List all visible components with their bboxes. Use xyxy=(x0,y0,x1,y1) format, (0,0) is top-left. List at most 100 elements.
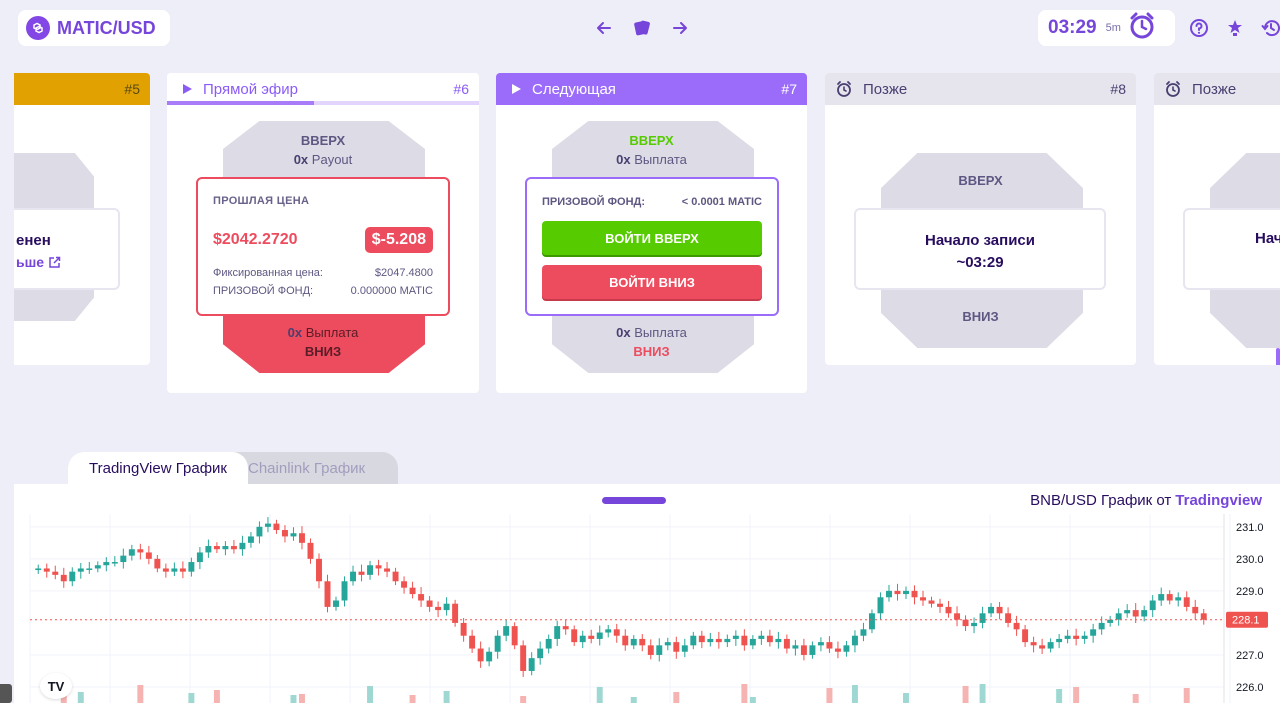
tab-chainlink-chart[interactable]: Chainlink График xyxy=(248,459,366,477)
candle-body xyxy=(749,638,756,646)
candle-body xyxy=(1030,642,1037,646)
header-actions xyxy=(1187,14,1280,42)
candle-body xyxy=(903,590,909,595)
candle-body xyxy=(307,542,314,559)
candle-body xyxy=(281,530,288,537)
chart-title-source[interactable]: Tradingview xyxy=(1175,492,1262,509)
candle-body xyxy=(911,590,918,598)
round-card-later: Позже #8 ВВЕРХ Начало записи ~03:29 ВНИЗ xyxy=(825,73,1136,365)
candle-body xyxy=(826,642,833,649)
round-start-box: Нач xyxy=(1183,208,1280,290)
prize-pool-value: 0.000000 MATIC xyxy=(350,285,433,297)
candle-body xyxy=(205,546,212,553)
candle-body xyxy=(435,606,442,611)
card-header: #5 xyxy=(14,73,150,105)
candle-body xyxy=(1005,613,1012,623)
history-button[interactable] xyxy=(1259,14,1280,42)
volume-bar xyxy=(367,686,374,703)
alarm-clock-icon xyxy=(1166,81,1180,97)
round-progress xyxy=(167,101,479,105)
enter-up-button[interactable]: ВОЙТИ ВВЕРХ xyxy=(542,221,762,255)
leaderboard-button[interactable] xyxy=(1223,14,1247,42)
candle-body xyxy=(886,590,892,598)
candle-body xyxy=(834,648,841,652)
volume-bar xyxy=(77,692,84,703)
candle-body xyxy=(843,645,850,652)
candle-body xyxy=(222,546,229,550)
candle-body xyxy=(988,606,995,614)
volume-bar xyxy=(1132,694,1139,703)
candle-body xyxy=(1056,638,1063,643)
candle-body xyxy=(299,533,305,543)
y-tick-label: 229.0 xyxy=(1236,586,1264,598)
down-payout: 0x Выплата xyxy=(167,325,479,340)
expired-link[interactable]: ьше xyxy=(16,254,61,270)
expired-status-text: енен xyxy=(16,232,51,249)
candle-body xyxy=(894,590,901,595)
candle-body xyxy=(920,597,926,601)
up-multiplier: 0x xyxy=(293,152,309,167)
volume-bar xyxy=(630,697,637,703)
start-time: ~03:29 xyxy=(956,254,1004,271)
polygon-logo-icon xyxy=(26,16,50,40)
arrow-right-icon xyxy=(673,22,687,34)
up-payout: 0x Выплата xyxy=(496,152,807,167)
candle-body xyxy=(945,606,952,614)
candle-body xyxy=(1124,610,1131,614)
down-multiplier: 0x xyxy=(616,325,631,340)
candle-body xyxy=(647,645,654,655)
previous-round-button[interactable] xyxy=(592,14,616,42)
volume-bar xyxy=(673,692,680,703)
up-label: ВВЕРХ xyxy=(629,133,674,148)
enter-down-button[interactable]: ВОЙТИ ВНИЗ xyxy=(542,265,762,299)
candle-body xyxy=(639,638,646,646)
round-progress-fill xyxy=(167,101,314,105)
next-round-button[interactable] xyxy=(668,14,692,42)
round-epoch: #5 xyxy=(124,81,140,97)
candle-body xyxy=(1166,594,1173,601)
pair-selector[interactable]: MATIC/USD xyxy=(18,10,170,46)
candle-body xyxy=(290,533,297,537)
round-navigation xyxy=(592,14,692,42)
down-label: ВНИЗ xyxy=(962,309,999,324)
candle-body xyxy=(860,629,867,636)
tradingview-logo-icon: TV xyxy=(40,673,72,699)
volume-bar xyxy=(443,691,450,703)
side-panel-handle[interactable] xyxy=(0,684,12,703)
volume-bar xyxy=(596,687,603,703)
candle-body xyxy=(758,635,765,639)
candle-body xyxy=(800,645,807,655)
candle-body xyxy=(43,568,50,572)
volume-bar xyxy=(290,695,297,703)
locked-price-label: Фиксированная цена: xyxy=(213,267,323,279)
round-epoch: #8 xyxy=(1110,81,1126,97)
tab-tradingview-chart[interactable]: TradingView График xyxy=(68,452,248,485)
candle-body xyxy=(792,645,799,649)
candle-body xyxy=(316,558,322,582)
volume-bar xyxy=(137,685,144,703)
candle-body xyxy=(1081,635,1088,639)
candle-body xyxy=(418,594,425,601)
chart-drag-handle[interactable] xyxy=(602,497,666,504)
timer-interval: 5m xyxy=(1105,22,1121,34)
help-button[interactable] xyxy=(1187,14,1211,42)
candle-body xyxy=(868,613,875,630)
candle-body xyxy=(511,626,518,646)
candle-body xyxy=(256,526,263,537)
current-price-badge xyxy=(1226,611,1268,628)
alarm-clock-icon xyxy=(837,81,851,97)
round-status: Позже xyxy=(863,80,908,98)
volume-bar xyxy=(741,684,748,703)
candle-body xyxy=(341,581,348,601)
candle-body xyxy=(809,645,816,655)
candle-body xyxy=(630,638,637,646)
cards-view-button[interactable] xyxy=(630,14,654,42)
price-chart[interactable]: 231.0 230.0 229.0 227.0 226.0 228.1 xyxy=(14,484,1280,703)
candle-body xyxy=(503,626,510,636)
round-card-later-2: Позже Нач xyxy=(1154,73,1280,365)
round-epoch: #7 xyxy=(781,81,797,97)
candle-body xyxy=(401,581,408,588)
live-price-box: ПРОШЛАЯ ЦЕНА $2042.2720 $-5.208 Фиксиров… xyxy=(196,177,450,316)
candle-body xyxy=(681,645,688,652)
volume-bar xyxy=(299,694,305,703)
